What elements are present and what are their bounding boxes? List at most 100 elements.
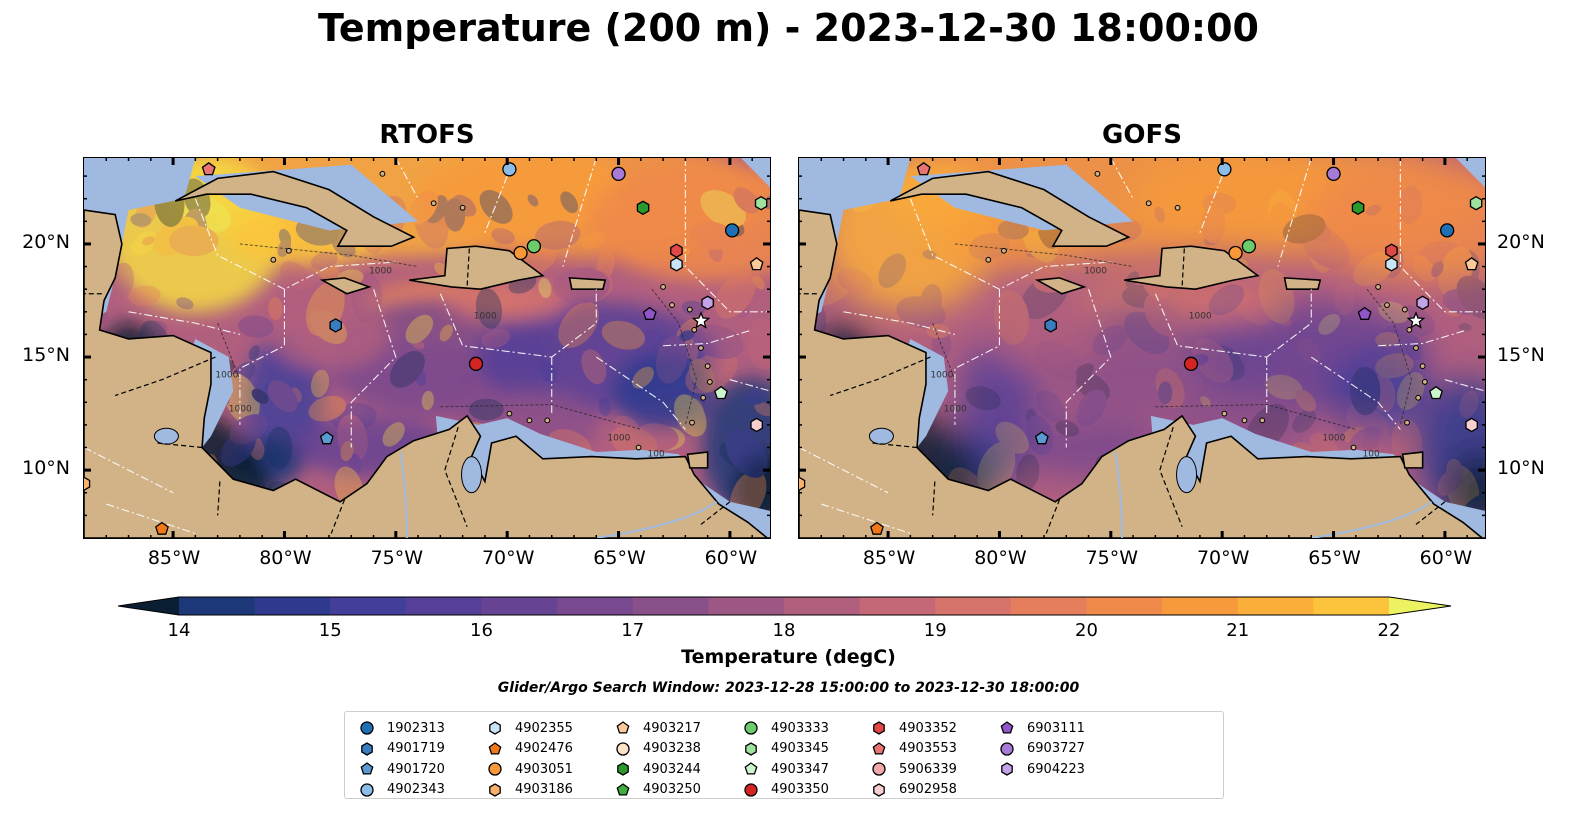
colorbar-segment [784,597,861,615]
float-marker-4903553 [916,161,931,176]
lon-tick-label: 80°W [259,547,312,569]
legend-marker-icon [873,782,885,797]
legend-item: 4903553 [871,739,957,760]
legend-column: 6903111 6903727 6904223 [999,718,1085,780]
legend-marker-circle [872,762,886,776]
legend-item: 4902476 [487,739,573,760]
colorbar-tick-label: 14 [167,620,191,641]
legend-item: 4903244 [615,759,701,780]
legend-marker-icon [744,762,758,775]
float-marker-4901720 [1034,431,1049,445]
legend-item: 4901720 [359,759,445,780]
legend: 1902313 4901719 4901720 4902343 4902355 49024… [344,711,1224,799]
lat-tick-label-right: 10°N [1497,457,1545,480]
float-marker-4902476 [870,521,884,535]
legend-marker-hexagon [745,741,757,756]
legend-marker-icon [488,741,502,755]
float-marker-4903051 [1228,245,1243,261]
panel-title-gofs: GOFS [1102,120,1182,150]
legend-item: 4903333 [743,718,829,739]
legend-label: 4903051 [515,761,573,777]
legend-marker-pentagon [744,762,758,775]
float-marker-6903111 [642,306,657,320]
float-marker-4903347 [714,385,728,400]
contour-label: 1000 [474,312,497,322]
colorbar-segment [330,597,407,615]
float-marker-4902476 [155,521,169,535]
float-marker-4903333 [1241,239,1257,254]
lat-tick-label-left: 10°N [22,457,70,480]
legend-label: 1902313 [387,720,445,736]
legend-label: 6902958 [899,782,957,798]
float-marker-4903345 [1469,195,1483,211]
legend-marker-icon [745,741,757,756]
float-marker-4902343 [1217,162,1232,177]
legend-label: 4903553 [899,741,957,757]
legend-label: 4901719 [387,741,445,757]
legend-column: 4902355 4902476 4903051 4903186 [487,718,573,800]
float-marker-6902958 [750,417,763,433]
legend-marker-icon [488,762,502,776]
float-marker-4903217 [749,256,764,271]
legend-item: 4903217 [615,718,701,739]
legend-marker-icon [1001,762,1013,777]
float-marker-4903347 [1429,385,1443,400]
colorbar [118,596,1452,616]
legend-item: 4902355 [487,718,573,739]
legend-marker-icon [617,762,629,777]
contour-label: 100 [648,450,665,460]
lon-tick-label: 75°W [370,547,424,569]
star-marker [1406,311,1426,329]
lat-tick-label-left: 20°N [22,230,70,253]
legend-marker-hexagon [489,721,501,736]
legend-item: 1902313 [359,718,445,739]
legend-marker-circle [616,742,630,756]
legend-item: 6904223 [999,759,1085,780]
legend-label: 4903238 [643,741,701,757]
legend-label: 4902476 [515,741,573,757]
map-panel-rtofs: 1000 1000 1000 1000 100 1000 [83,157,771,539]
legend-marker-hexagon [1001,762,1013,777]
float-marker-4903345 [754,195,768,211]
float-marker-4903333 [526,239,542,254]
legend-column: 4903333 4903345 4903347 4903350 [743,718,829,800]
map-panel-gofs: 1000 1000 1000 1000 100 1000 [798,157,1486,539]
colorbar-tick-label: 22 [1377,620,1401,641]
legend-item: 6903111 [999,718,1085,739]
colorbar-tick-label: 18 [772,620,796,641]
lat-tick-label-right: 15°N [1497,344,1545,367]
contour-label: 1000 [369,266,392,276]
colorbar-segment [179,597,256,615]
float-marker-4903350 [468,356,484,371]
colorbar-segment [481,597,558,615]
legend-label: 4903186 [515,782,573,798]
legend-item: 4903350 [743,780,829,801]
legend-column: 1902313 4901719 4901720 4902343 [359,718,445,800]
float-marker-4903244 [636,200,650,216]
legend-item: 4903352 [871,718,957,739]
figure-title: Temperature (200 m) - 2023-12-30 18:00:0… [317,6,1259,50]
legend-item: 4903347 [743,759,829,780]
legend-label: 4902355 [515,720,573,736]
float-marker-4903350 [1183,356,1199,371]
legend-marker-hexagon [873,782,885,797]
legend-label: 4903333 [771,720,829,736]
legend-marker-icon [1000,742,1014,756]
legend-item: 4903186 [487,780,573,801]
colorbar-segment [1010,597,1087,615]
legend-marker-circle [488,762,502,776]
lon-tick-label: 80°W [974,547,1027,569]
legend-marker-icon [616,782,630,796]
legend-item: 6902958 [871,780,957,801]
float-marker-6903727 [611,166,626,181]
float-marker-6903727 [1326,166,1341,181]
colorbar-segment [1162,597,1239,615]
colorbar-segment [859,597,936,615]
legend-item: 4901719 [359,739,445,760]
float-marker-4903244 [1351,200,1365,216]
legend-marker-icon [1000,721,1014,734]
legend-marker-icon [360,721,374,735]
contour-label: 1000 [1322,434,1345,444]
legend-label: 4903345 [771,741,829,757]
lon-tick-label: 65°W [593,547,646,569]
